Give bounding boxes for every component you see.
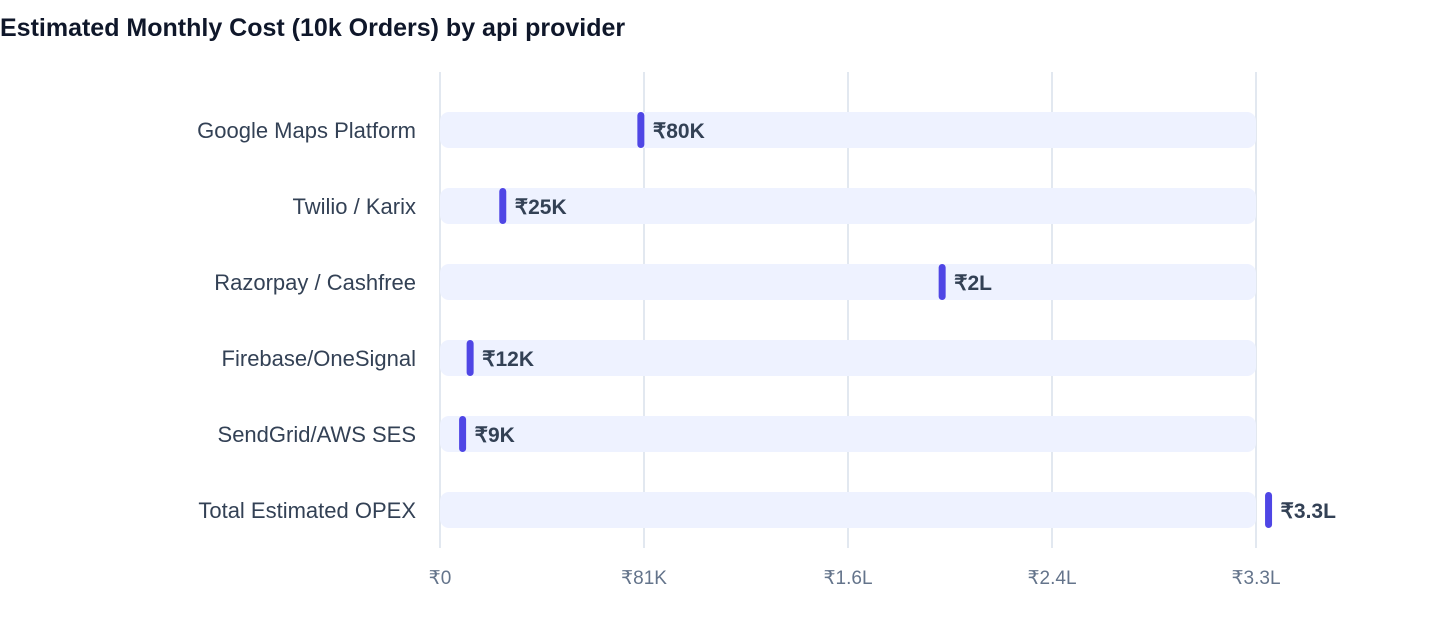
bar-track bbox=[440, 492, 1256, 528]
x-tick-label: ₹1.6L bbox=[823, 568, 872, 589]
category-label: SendGrid/AWS SES bbox=[218, 422, 416, 447]
data-label: ₹3.3L bbox=[1281, 500, 1337, 523]
category-label: Firebase/OneSignal bbox=[222, 346, 416, 371]
category-label: Total Estimated OPEX bbox=[198, 498, 416, 523]
bar-marker bbox=[466, 340, 474, 376]
bar-marker bbox=[938, 264, 946, 300]
category-label: Google Maps Platform bbox=[197, 118, 416, 143]
bar-track bbox=[440, 340, 1256, 376]
bar-track bbox=[440, 112, 1256, 148]
x-tick-label: ₹3.3L bbox=[1231, 568, 1280, 589]
data-label: ₹9K bbox=[475, 424, 515, 447]
x-tick-label: ₹0 bbox=[429, 568, 452, 589]
bar-track bbox=[440, 264, 1256, 300]
bar-track bbox=[440, 416, 1256, 452]
bar-track bbox=[440, 188, 1256, 224]
data-label: ₹25K bbox=[515, 196, 567, 219]
x-tick-label: ₹2.4L bbox=[1027, 568, 1076, 589]
bar-marker bbox=[459, 416, 467, 452]
bar-marker bbox=[637, 112, 645, 148]
category-label: Twilio / Karix bbox=[293, 194, 416, 219]
chart-title: Estimated Monthly Cost (10k Orders) by a… bbox=[0, 14, 626, 42]
data-label: ₹2L bbox=[954, 272, 992, 295]
bar-marker bbox=[499, 188, 507, 224]
data-label: ₹80K bbox=[653, 120, 705, 143]
data-label: ₹12K bbox=[482, 348, 534, 371]
x-tick-label: ₹81K bbox=[621, 568, 667, 589]
bar-marker bbox=[1265, 492, 1273, 528]
category-label: Razorpay / Cashfree bbox=[214, 270, 416, 295]
